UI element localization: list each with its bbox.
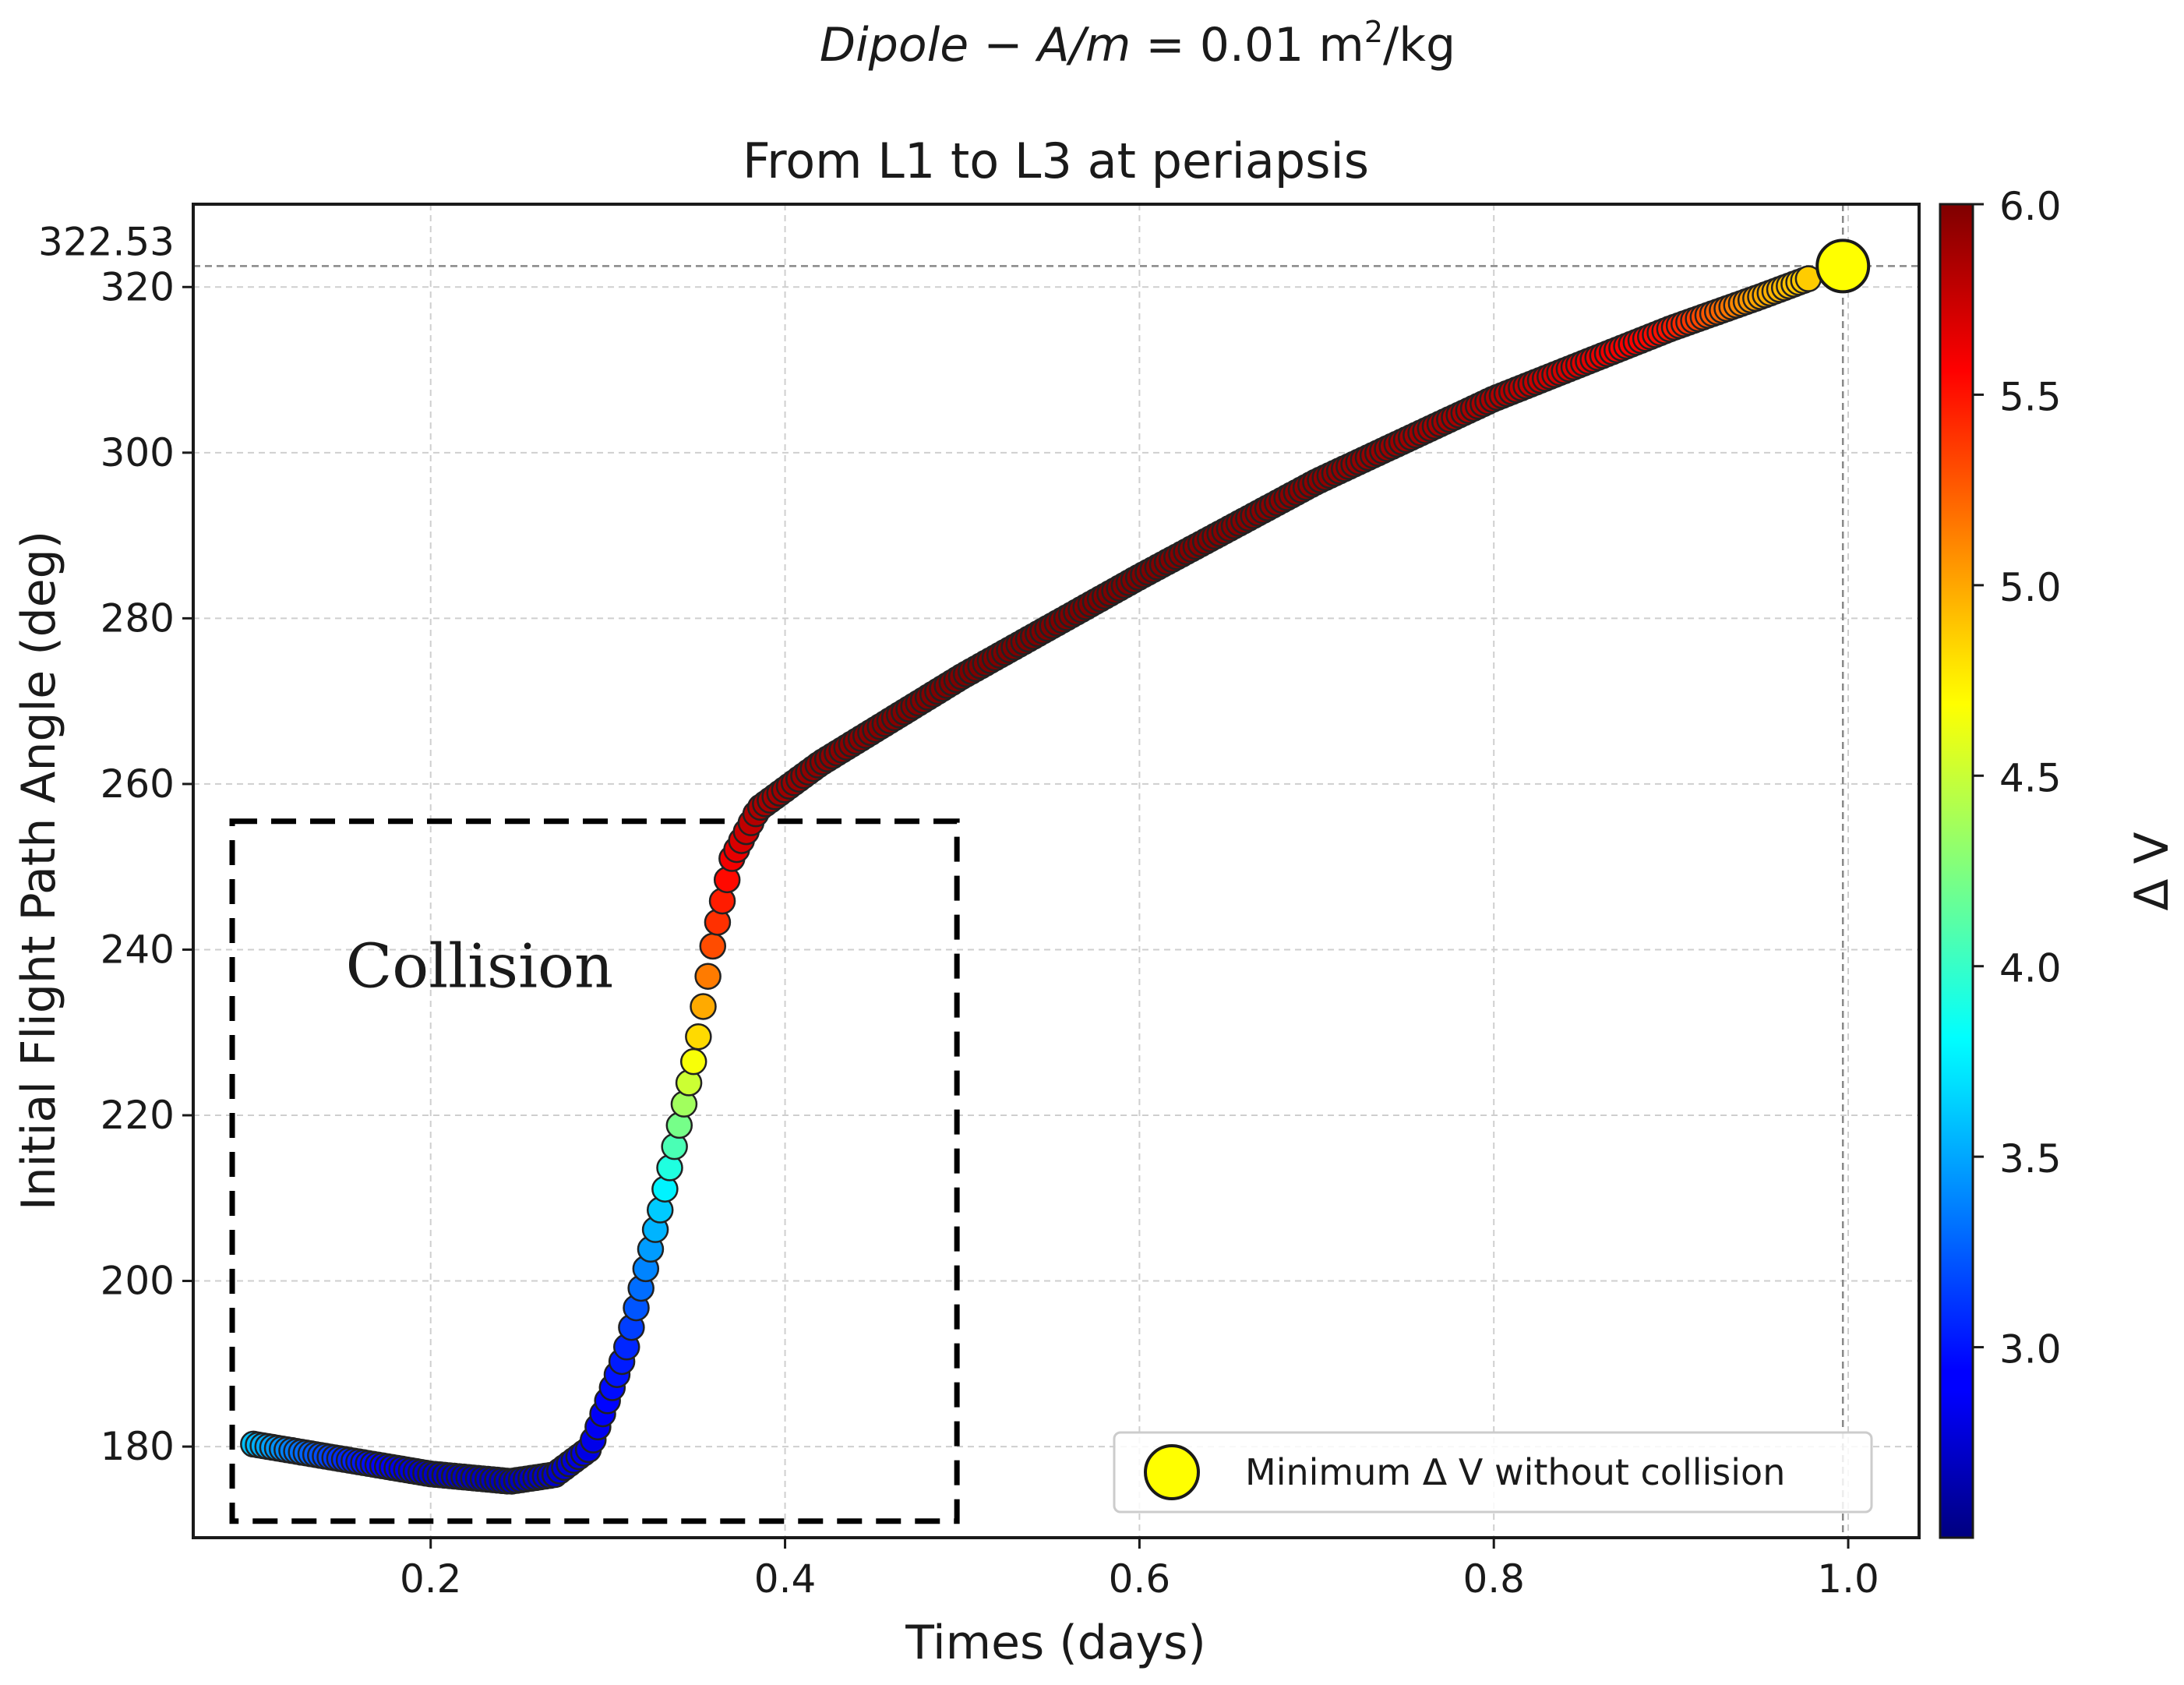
data-point	[699, 932, 727, 960]
data-point	[679, 1047, 707, 1076]
collision-annotation: Collision	[346, 931, 614, 1001]
data-point	[685, 1023, 712, 1051]
colorbar-tick-label: 3.0	[1999, 1327, 2062, 1372]
reference-lines	[193, 204, 1919, 1538]
x-tick-label: 0.2	[400, 1556, 462, 1602]
colorbar-tick-label: 6.0	[1999, 184, 2062, 229]
legend: Minimum Δ V without collision	[1113, 1431, 1873, 1514]
minimum-dv-point	[1815, 238, 1871, 294]
colorbar	[1939, 203, 1974, 1539]
x-tick-label: 0.8	[1462, 1556, 1525, 1602]
legend-label: Minimum Δ V without collision	[1245, 1451, 1785, 1493]
scatter-points	[240, 265, 1822, 1495]
chart-suptitle: Dipole − A/m = 0.01 m2/kg	[820, 15, 1455, 72]
y-tick-label: 300	[101, 430, 175, 475]
data-point	[690, 993, 717, 1020]
y-tick-label: 280	[101, 595, 175, 641]
x-tick-label: 0.6	[1109, 1556, 1171, 1602]
colorbar-tick-label: 5.5	[1999, 374, 2062, 419]
x-tick-label: 1.0	[1817, 1556, 1879, 1602]
collision-box	[229, 818, 960, 1524]
colorbar-tick-label: 3.5	[1999, 1136, 2062, 1182]
colorbar-ticks: 3.0 3.5 4.0 4.5 5.0 5.5 6.0	[1973, 184, 2062, 1372]
colorbar-tick-label: 4.5	[1999, 755, 2062, 800]
x-axis-ticks: 0.2 0.4 0.6 0.8 1.0	[400, 1538, 1879, 1602]
chart-title: From L1 to L3 at periapsis	[743, 132, 1369, 189]
y-tick-label-extra: 322.53	[38, 219, 175, 264]
data-point	[694, 963, 722, 990]
gridlines	[193, 204, 1919, 1538]
colorbar-tick-label: 4.0	[1999, 946, 2062, 991]
x-axis-label: Times (days)	[905, 1616, 1206, 1670]
y-tick-label: 320	[101, 264, 175, 309]
colorbar-label: Δ V	[2125, 832, 2179, 910]
y-axis-label: Initial Flight Path Angle (deg)	[12, 531, 66, 1210]
y-tick-label: 260	[101, 761, 175, 807]
legend-box	[1113, 1431, 1873, 1514]
y-tick-label: 200	[101, 1259, 175, 1304]
x-tick-label: 0.4	[754, 1556, 817, 1602]
axes-frame	[192, 203, 1921, 1539]
y-tick-label: 180	[101, 1424, 175, 1469]
y-tick-label: 240	[101, 927, 175, 972]
colorbar-tick-label: 5.0	[1999, 565, 2062, 610]
y-tick-label: 220	[101, 1093, 175, 1138]
legend-marker	[1144, 1444, 1200, 1500]
